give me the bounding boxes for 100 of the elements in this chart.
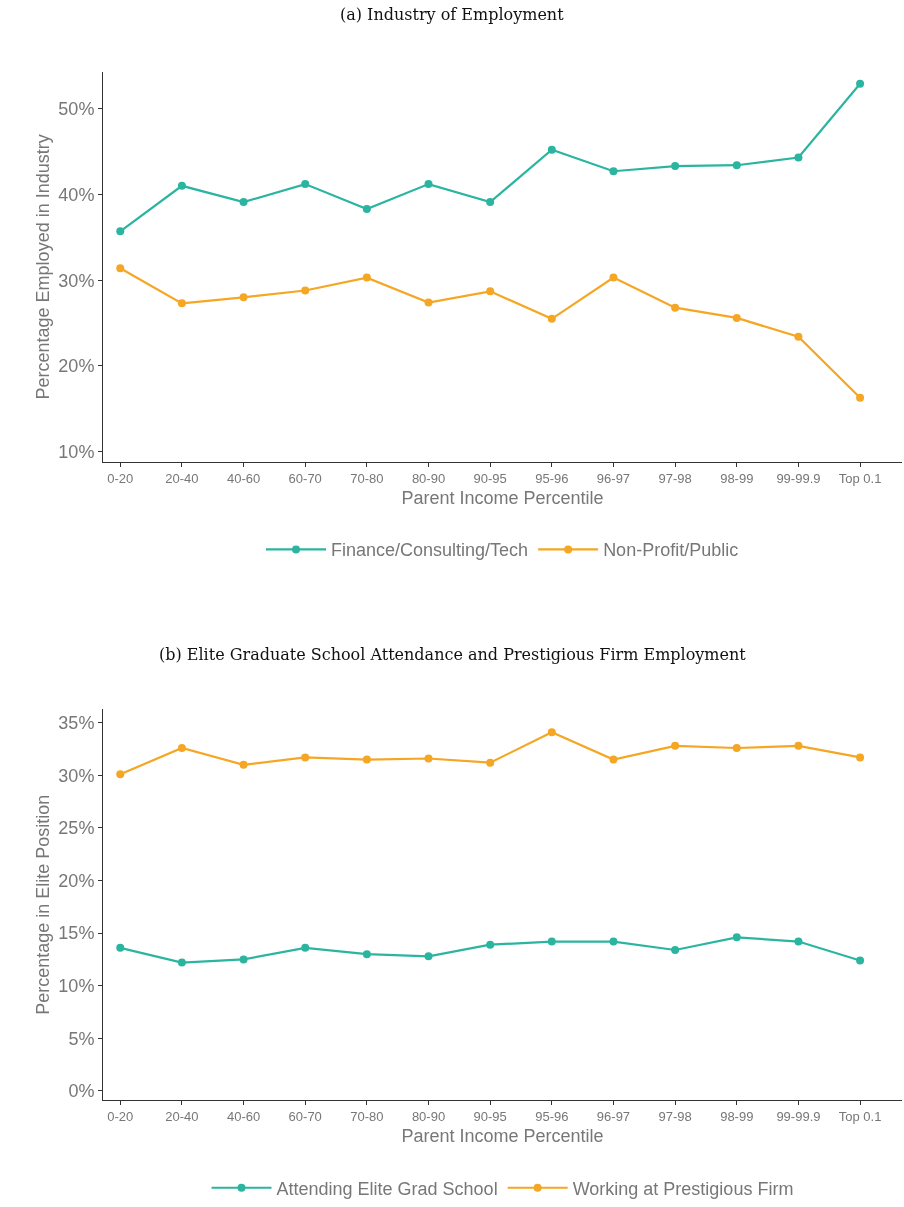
point	[177, 299, 186, 308]
point	[856, 79, 865, 88]
x-tick-label: 95-96	[535, 470, 569, 486]
y-tick-label: 50%	[58, 98, 95, 119]
x-tick-label: 90-95	[473, 470, 507, 486]
point	[239, 198, 248, 207]
y-tick-label: 0%	[68, 1081, 95, 1102]
x-tick-label: 0-20	[107, 1109, 134, 1125]
point	[116, 943, 125, 952]
y-tick-label: 20%	[58, 870, 95, 891]
legend-label: Non-Profit/Public	[603, 540, 739, 561]
point	[671, 303, 680, 312]
point	[362, 273, 371, 282]
point	[177, 181, 186, 190]
x-tick-label: 96-97	[596, 470, 631, 486]
point	[486, 198, 495, 207]
x-tick-label: 80-90	[411, 470, 446, 486]
y-tick-label: 15%	[58, 923, 95, 944]
x-tick-label: 70-80	[350, 1109, 384, 1125]
point	[609, 273, 618, 282]
y-tick-label: 30%	[58, 270, 95, 291]
point	[794, 332, 803, 341]
point	[362, 204, 371, 213]
x-tick-label: 20-40	[165, 1109, 199, 1125]
x-tick-label: Top 0.1	[838, 1109, 882, 1125]
point	[609, 167, 618, 176]
chart-title: (a) Industry of Employment	[340, 5, 565, 24]
point	[116, 264, 125, 273]
point	[732, 161, 741, 170]
point	[732, 313, 741, 322]
point	[424, 180, 433, 189]
x-axis-title: Parent Income Percentile	[401, 487, 604, 508]
point	[486, 758, 495, 767]
point	[362, 755, 371, 764]
y-axis-title: Percentage in Elite Position	[32, 794, 53, 1015]
x-tick-label: 70-80	[350, 470, 384, 486]
point	[301, 943, 310, 952]
point	[547, 314, 556, 323]
point	[547, 145, 556, 154]
point	[671, 741, 680, 750]
y-tick-label: 40%	[58, 184, 95, 205]
y-tick-label: 5%	[68, 1028, 95, 1049]
point	[486, 287, 495, 296]
legend-label: Attending Elite Grad School	[276, 1178, 498, 1199]
x-tick-label: 96-97	[596, 1109, 631, 1125]
point	[609, 755, 618, 764]
point	[671, 162, 680, 171]
y-tick-label: 35%	[58, 713, 95, 734]
x-axis-title: Parent Income Percentile	[401, 1126, 604, 1147]
point	[856, 753, 865, 762]
x-tick-label: 60-70	[288, 470, 322, 486]
point	[732, 743, 741, 752]
point	[362, 950, 371, 959]
point	[547, 937, 556, 946]
x-tick-label: 90-95	[473, 1109, 507, 1125]
point	[794, 937, 803, 946]
point	[856, 393, 865, 402]
point	[301, 286, 310, 295]
point	[239, 955, 248, 964]
x-tick-label: 40-60	[226, 1109, 261, 1125]
y-tick-label: 20%	[58, 356, 95, 377]
point	[424, 754, 433, 763]
point	[301, 753, 310, 762]
point	[177, 958, 186, 967]
x-tick-label: 99-99.9	[776, 1109, 821, 1125]
point	[424, 298, 433, 307]
point	[424, 952, 433, 961]
x-tick-label: 40-60	[226, 470, 261, 486]
y-tick-label: 30%	[58, 765, 95, 786]
point	[116, 770, 125, 779]
legend-label: Working at Prestigious Firm	[572, 1178, 794, 1199]
legend-label: Finance/Consulting/Tech	[331, 540, 529, 561]
point	[301, 180, 310, 189]
x-tick-label: Top 0.1	[838, 470, 882, 486]
x-tick-label: 98-99	[720, 1109, 754, 1125]
point	[732, 933, 741, 942]
point	[794, 153, 803, 162]
y-tick-label: 10%	[58, 976, 95, 997]
point	[486, 940, 495, 949]
point	[116, 227, 125, 236]
y-axis-title: Percentage Employed in Industry	[32, 134, 53, 400]
y-tick-label: 25%	[58, 818, 95, 839]
point	[671, 945, 680, 954]
x-tick-label: 98-99	[720, 470, 754, 486]
x-tick-label: 20-40	[165, 470, 199, 486]
chart-title: (b) Elite Graduate School Attendance and Prestigious Firm Employment	[159, 645, 747, 664]
point	[177, 743, 186, 752]
point	[794, 741, 803, 750]
x-tick-label: 95-96	[535, 1109, 569, 1125]
y-tick-label: 10%	[58, 442, 95, 463]
point	[856, 956, 865, 965]
point	[547, 728, 556, 737]
x-tick-label: 60-70	[288, 1109, 322, 1125]
x-tick-label: 80-90	[411, 1109, 446, 1125]
point	[609, 937, 618, 946]
point	[239, 293, 248, 302]
x-tick-label: 97-98	[658, 470, 692, 486]
x-tick-label: 97-98	[658, 1109, 692, 1125]
x-tick-label: 99-99.9	[776, 470, 821, 486]
x-tick-label: 0-20	[107, 470, 134, 486]
